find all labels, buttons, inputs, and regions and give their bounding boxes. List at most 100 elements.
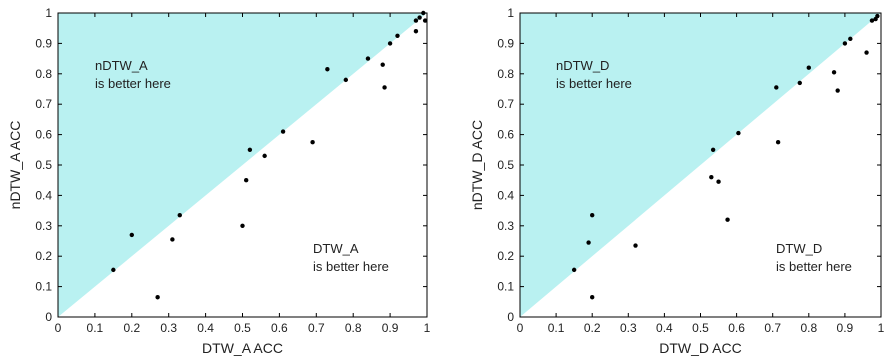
x-tick-label: 0 — [517, 321, 524, 335]
data-point — [262, 153, 267, 159]
y-tick-label: 0.3 — [35, 219, 52, 233]
y-tick-label: 0.7 — [35, 97, 52, 111]
x-tick-label: 0.8 — [800, 321, 817, 335]
y-tick-label: 0.5 — [497, 158, 514, 172]
x-tick-label: 1 — [424, 321, 431, 335]
y-tick-label: 0.3 — [497, 219, 514, 233]
upper-region-label: is better here — [95, 76, 171, 91]
data-point — [848, 36, 853, 42]
x-tick-label: 0.2 — [123, 321, 140, 335]
data-point — [710, 147, 716, 152]
better-region — [58, 13, 427, 317]
upper-region-label: is better here — [556, 76, 632, 91]
x-tick-label: 0.5 — [234, 321, 251, 335]
data-point — [806, 65, 811, 70]
data-point — [310, 140, 315, 145]
data-point — [240, 223, 245, 228]
x-tick-label: 1 — [878, 321, 885, 335]
y-tick-label: 0 — [45, 310, 52, 324]
x-tick-label: 0.1 — [87, 321, 104, 335]
data-point — [590, 295, 595, 300]
data-point — [725, 217, 730, 222]
upper-region-label: nDTW_A — [95, 58, 148, 73]
x-tick-label: 0.5 — [692, 321, 709, 335]
y-tick-label: 0.4 — [497, 188, 514, 202]
x-tick-label: 0.1 — [548, 321, 565, 335]
x-tick-label: 0.4 — [197, 321, 214, 335]
data-point — [775, 140, 781, 145]
y-tick-label: 0.1 — [497, 280, 514, 294]
lower-region-label: is better here — [313, 259, 389, 274]
data-point — [709, 174, 714, 180]
data-point — [417, 15, 422, 20]
data-point — [343, 77, 349, 83]
chart-panel-2: 0 0.1 0.2 0.3 0.4 0.5 0.6 0.7 0.8 0.9 1 0 0.1 0.2 0.3 0… — [469, 6, 885, 356]
x-tick-label: 0.2 — [584, 321, 601, 335]
data-point — [835, 88, 840, 93]
data-point — [716, 179, 721, 184]
x-tick-label: 0.7 — [764, 321, 781, 335]
data-point — [177, 212, 182, 218]
x-tick-label: 0.8 — [345, 321, 362, 335]
y-tick-label: 0.9 — [35, 36, 52, 50]
x-axis-label: DTW_D ACC — [659, 340, 741, 356]
chart-panel-1: 0 0.1 0.2 0.3 0.4 0.5 0.6 0.7 0.8 0.9 1 0 0.1 0.2 0.3 0… — [7, 6, 431, 356]
y-tick-label: 1 — [507, 6, 514, 20]
data-point — [280, 129, 286, 134]
x-tick-label: 0.6 — [728, 321, 745, 335]
x-tick-label: 0.3 — [620, 321, 637, 335]
x-axis-label: DTW_A ACC — [202, 340, 283, 356]
x-tick-label: 0.7 — [308, 321, 325, 335]
y-tick-label: 0.8 — [35, 67, 52, 81]
data-point — [586, 240, 591, 245]
data-point — [129, 232, 134, 238]
y-tick-label: 0.2 — [497, 249, 514, 263]
x-tick-label: 0.9 — [382, 321, 399, 335]
y-tick-label: 0.2 — [35, 249, 52, 263]
data-point — [831, 70, 837, 75]
data-point — [736, 130, 741, 136]
x-tick-label: 0.9 — [837, 321, 854, 335]
x-tick-label: 0 — [55, 321, 62, 335]
data-point — [875, 13, 880, 19]
y-tick-label: 0 — [507, 310, 514, 324]
data-point — [387, 41, 393, 46]
data-point — [571, 267, 577, 273]
data-point — [111, 267, 116, 273]
data-point — [633, 243, 638, 248]
data-point — [155, 295, 160, 300]
better-region — [520, 13, 881, 317]
data-point — [421, 10, 426, 16]
upper-region-label: nDTW_D — [556, 58, 609, 73]
data-point — [797, 80, 802, 86]
data-point — [590, 212, 595, 218]
y-axis-label: nDTW_A ACC — [7, 121, 23, 210]
lower-region-label: DTW_A — [313, 241, 359, 256]
data-point — [774, 85, 779, 90]
data-point — [243, 178, 249, 183]
x-tick-label: 0.6 — [271, 321, 288, 335]
data-point — [864, 50, 869, 55]
y-tick-label: 0.4 — [35, 188, 52, 202]
data-point — [842, 41, 848, 46]
data-point — [422, 18, 428, 23]
x-tick-label: 0.3 — [160, 321, 177, 335]
y-tick-label: 1 — [45, 6, 52, 20]
y-tick-label: 0.8 — [497, 67, 514, 81]
data-point — [170, 237, 175, 242]
data-point — [325, 67, 330, 72]
data-point — [413, 18, 419, 23]
y-tick-label: 0.5 — [35, 158, 52, 172]
x-tick-label: 0.4 — [656, 321, 673, 335]
data-point — [380, 62, 385, 67]
y-tick-label: 0.6 — [35, 128, 52, 142]
data-point — [869, 18, 875, 23]
data-point — [365, 56, 371, 61]
data-point — [247, 147, 253, 152]
data-point — [395, 33, 400, 38]
y-tick-label: 0.1 — [35, 280, 52, 294]
data-point — [413, 29, 419, 34]
y-tick-label: 0.7 — [497, 97, 514, 111]
y-tick-label: 0.6 — [497, 128, 514, 142]
